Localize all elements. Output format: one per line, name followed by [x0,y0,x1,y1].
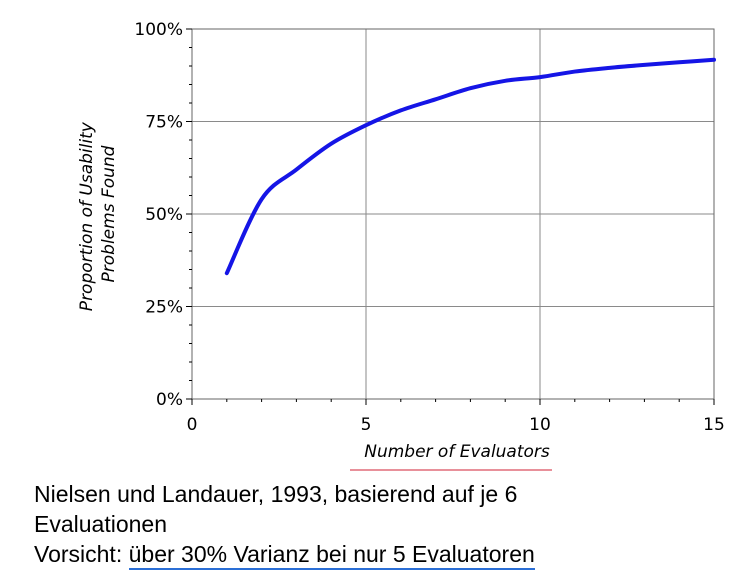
caption-source-cont: Evaluationen [34,511,167,537]
y-tick-label: 50% [145,205,183,225]
x-tick-label: 15 [703,415,725,435]
data-point [712,58,716,62]
data-point [538,75,542,79]
warning-emphasis: über 30% Varianz bei nur 5 Evaluatoren [128,541,535,570]
data-point [364,123,368,127]
data-point [260,197,264,201]
data-point [468,86,472,90]
data-point [294,168,298,172]
x-axis-label: Number of Evaluators [364,442,550,462]
series-line [224,57,716,276]
caption-warning: Vorsicht: über 30% Varianz bei nur 5 Eva… [34,541,535,570]
caption-source: Nielsen und Landauer, 1993, basierend au… [34,481,518,507]
data-point [573,70,577,74]
y-axis-label-line2: Problems Found [99,145,119,282]
y-tick-label: 75% [145,113,183,133]
data-point [608,66,612,70]
data-point [503,79,507,83]
data-point [677,60,681,64]
data-point [399,108,403,112]
data-point [434,97,438,101]
y-tick-label: 100% [134,20,183,40]
axis-ticks: 0 5 10 15 0% 25% 50% 75% 100% [134,20,724,435]
data-point [642,63,646,67]
warning-prefix: Vorsicht: [34,541,129,567]
y-axis-label-line1: Proportion of Usability [77,121,97,311]
y-tick-label: 0% [156,390,183,410]
x-tick-label: 5 [361,415,372,435]
x-tick-label: 10 [529,415,551,435]
data-point [225,271,229,275]
grid [192,29,714,399]
data-point [329,142,333,146]
x-tick-label: 0 [187,415,198,435]
y-axis-label: Proportion of Usability Problems Found [77,117,119,311]
y-tick-label: 25% [145,298,183,318]
usability-chart: 0 5 10 15 0% 25% 50% 75% 100% Number of Evaluato… [77,20,725,471]
